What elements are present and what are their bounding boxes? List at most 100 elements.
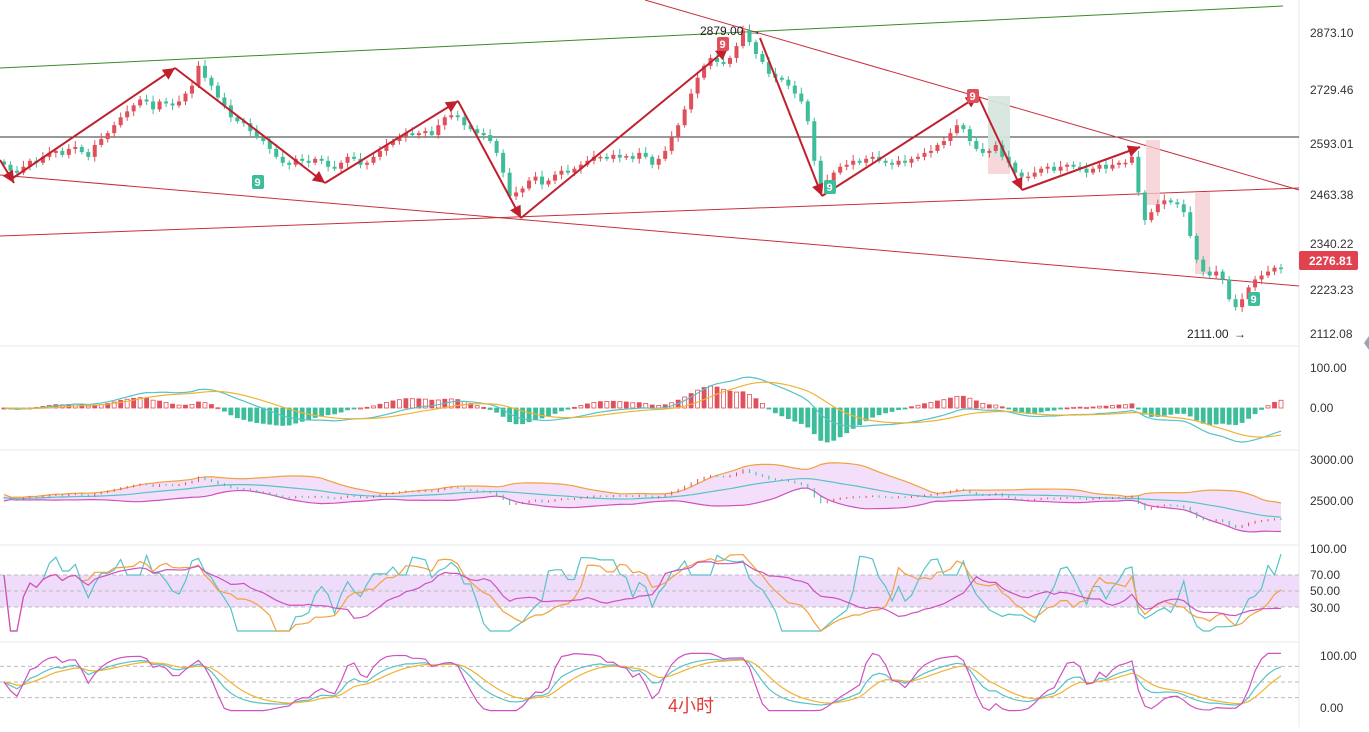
macd-histogram-bar xyxy=(1071,406,1076,409)
price-tick-label: 2593.01 xyxy=(1310,137,1354,151)
candle-body xyxy=(578,164,583,169)
macd-histogram-bar xyxy=(604,401,610,409)
candle-body xyxy=(183,93,188,102)
kdj-d-line xyxy=(3,659,1282,705)
wave-arrow xyxy=(821,95,979,197)
candle-body xyxy=(429,131,434,136)
candle-body xyxy=(416,133,421,136)
rising-support-line xyxy=(0,187,1300,237)
candle-body xyxy=(941,141,946,145)
macd-histogram-bar xyxy=(422,398,428,409)
nine-marker-box xyxy=(252,175,264,189)
candle-body xyxy=(1272,267,1277,272)
macd-histogram-bar xyxy=(118,400,124,409)
candle-body xyxy=(1233,299,1238,308)
candle-body xyxy=(656,158,661,165)
low-price-annotation: 2111.00 xyxy=(1187,327,1229,341)
macd-tick-label: 0.00 xyxy=(1310,401,1334,415)
price-panel: 9 9 9 9 9 → → xyxy=(0,0,1300,341)
candle-body xyxy=(1240,299,1245,308)
macd-histogram-bar xyxy=(267,407,273,425)
macd-histogram-bar xyxy=(889,407,895,412)
current-price-badge xyxy=(1299,251,1358,270)
candle-body xyxy=(196,65,201,86)
macd-histogram-bar xyxy=(967,397,973,409)
candle-body xyxy=(371,156,376,163)
candle-body xyxy=(118,117,123,126)
scroll-left-icon[interactable] xyxy=(1364,336,1369,350)
candle-body xyxy=(138,99,143,106)
macd-histogram-bar xyxy=(1103,405,1109,409)
upper-channel-line xyxy=(0,5,1284,69)
macd-histogram-bar xyxy=(935,400,940,409)
rsi-tick-label: 100.00 xyxy=(1310,542,1347,556)
macd-histogram-bar xyxy=(960,395,966,409)
boll-panel xyxy=(3,462,1282,533)
macd-histogram-bar xyxy=(623,401,629,409)
nine-marker-label: 9 xyxy=(827,182,833,194)
candle-body xyxy=(734,46,739,58)
candle-body xyxy=(650,156,655,165)
candle-body xyxy=(1058,166,1063,171)
candle-body xyxy=(1253,279,1258,288)
candle-body xyxy=(702,65,707,78)
candle-body xyxy=(617,154,622,158)
macd-histogram-bar xyxy=(857,407,863,426)
macd-histogram-bar xyxy=(701,387,707,409)
macd-histogram-bar xyxy=(824,407,830,443)
macd-histogram-bar xyxy=(772,407,778,414)
price-tick-label: 2873.10 xyxy=(1310,26,1354,40)
macd-histogram-bar xyxy=(1038,407,1044,413)
candle-body xyxy=(377,150,382,157)
candle-body xyxy=(157,101,162,110)
macd-histogram-bar xyxy=(92,405,98,409)
candle-body xyxy=(1162,200,1167,205)
candle-body xyxy=(410,133,415,136)
macd-histogram-bar xyxy=(319,407,325,416)
candle-body xyxy=(689,93,694,110)
candle-body xyxy=(559,170,564,175)
nine-marker-label: 9 xyxy=(255,177,261,189)
candle-body xyxy=(864,158,869,163)
candle-body xyxy=(287,162,292,165)
candle-body xyxy=(812,121,817,161)
rsi-tick-label: 50.00 xyxy=(1310,584,1340,598)
macd-histogram-bar xyxy=(487,407,493,410)
candle-body xyxy=(792,85,797,94)
macd-histogram-bar xyxy=(630,402,636,409)
candle-body xyxy=(1097,164,1102,169)
candle-body xyxy=(300,158,305,161)
macd-histogram-bar xyxy=(234,407,240,419)
macd-histogram-bar xyxy=(429,399,435,409)
candle-body xyxy=(915,156,921,159)
wave-arrow xyxy=(324,100,459,184)
candle-body xyxy=(177,101,182,106)
macd-histogram-bar xyxy=(559,407,564,412)
macd-histogram-bar xyxy=(293,407,299,424)
macd-histogram-bar xyxy=(1064,407,1070,410)
macd-histogram-bar xyxy=(286,407,292,426)
macd-histogram-bar xyxy=(144,397,150,409)
macd-histogram-bar xyxy=(500,407,506,417)
macd-histogram-bar xyxy=(714,386,720,409)
candle-body xyxy=(86,152,91,157)
candle-body xyxy=(747,30,752,43)
candle-body xyxy=(1175,202,1180,205)
macd-histogram-bar xyxy=(196,401,201,409)
macd-histogram-bar xyxy=(831,407,837,441)
candle-body xyxy=(676,125,681,138)
macd-histogram-bar xyxy=(1174,407,1180,414)
macd-histogram-bar xyxy=(747,393,752,409)
macd-histogram-bar xyxy=(727,390,733,409)
macd-histogram-bar xyxy=(241,407,247,420)
macd-histogram-bar xyxy=(1161,407,1167,416)
candle-body xyxy=(935,144,940,151)
candle-body xyxy=(779,77,784,80)
macd-histogram-bar xyxy=(403,398,409,409)
macd-histogram-bar xyxy=(260,407,266,424)
candle-body xyxy=(909,158,914,163)
macd-histogram-bar xyxy=(1213,407,1219,425)
nine-marker-box xyxy=(824,180,836,194)
candle-body xyxy=(1071,164,1076,167)
